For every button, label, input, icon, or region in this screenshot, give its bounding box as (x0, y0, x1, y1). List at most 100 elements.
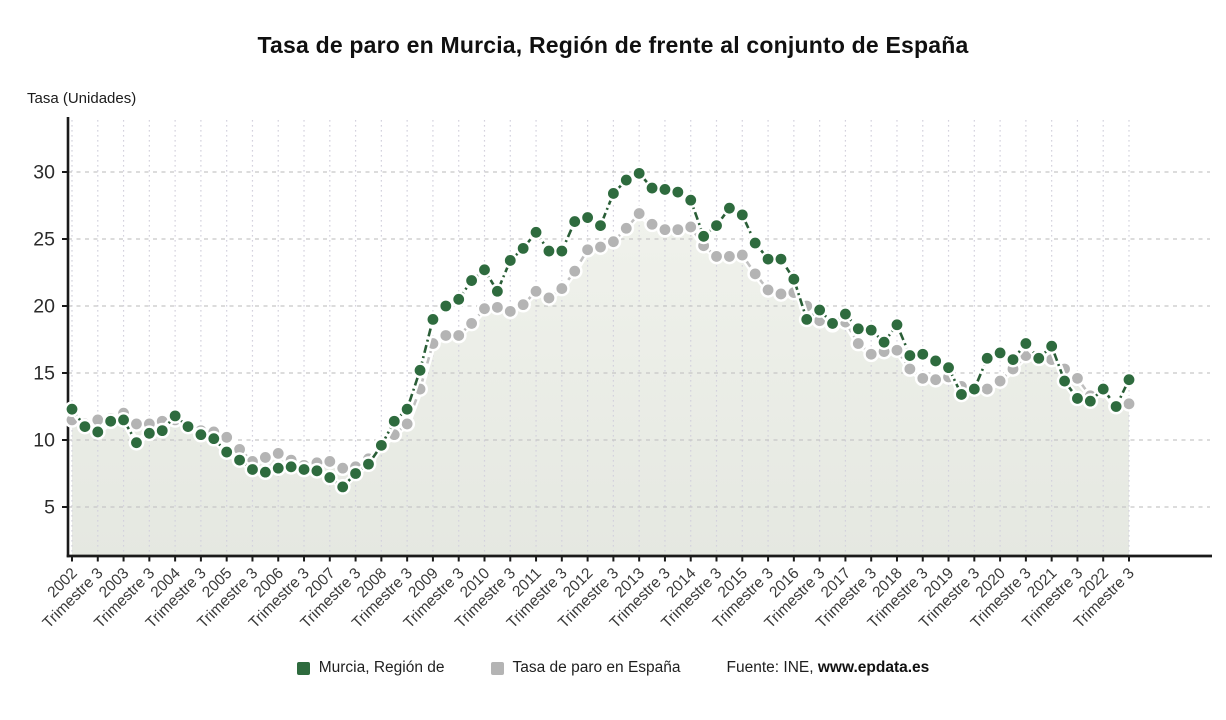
murcia-point[interactable] (466, 275, 477, 286)
espana-point[interactable] (814, 315, 826, 327)
espana-point[interactable] (272, 448, 284, 459)
murcia-point[interactable] (259, 466, 271, 478)
murcia-point[interactable] (517, 242, 529, 254)
murcia-point[interactable] (1123, 374, 1135, 386)
murcia-point[interactable] (105, 415, 117, 427)
murcia-point[interactable] (762, 253, 774, 265)
murcia-point[interactable] (66, 403, 78, 415)
murcia-point[interactable] (917, 348, 929, 360)
espana-point[interactable] (259, 452, 271, 463)
murcia-point[interactable] (569, 216, 581, 227)
murcia-point[interactable] (981, 352, 993, 364)
murcia-point[interactable] (337, 481, 349, 493)
espana-point[interactable] (569, 265, 581, 277)
murcia-point[interactable] (427, 314, 439, 325)
murcia-point[interactable] (646, 182, 658, 194)
espana-point[interactable] (453, 330, 465, 341)
espana-point[interactable] (930, 374, 942, 386)
espana-point[interactable] (981, 383, 993, 395)
espana-point[interactable] (749, 268, 761, 280)
murcia-point[interactable] (582, 212, 594, 223)
legend-item-espana[interactable]: Tasa de paro en España (490, 659, 681, 677)
espana-point[interactable] (775, 288, 787, 300)
espana-point[interactable] (491, 301, 503, 313)
murcia-point[interactable] (221, 446, 233, 458)
murcia-point[interactable] (208, 433, 220, 445)
murcia-point[interactable] (801, 314, 813, 325)
murcia-point[interactable] (943, 362, 954, 374)
murcia-point[interactable] (298, 464, 310, 475)
murcia-point[interactable] (285, 461, 297, 473)
espana-point[interactable] (659, 224, 671, 236)
espana-point[interactable] (401, 418, 413, 430)
murcia-point[interactable] (234, 454, 245, 466)
murcia-point[interactable] (956, 389, 967, 400)
espana-point[interactable] (92, 414, 104, 426)
murcia-point[interactable] (852, 323, 864, 335)
espana-point[interactable] (530, 285, 542, 297)
espana-point[interactable] (504, 305, 516, 317)
murcia-point[interactable] (401, 403, 413, 415)
murcia-point[interactable] (814, 304, 826, 316)
espana-point[interactable] (685, 221, 697, 233)
espana-point[interactable] (1020, 350, 1032, 361)
murcia-point[interactable] (479, 264, 490, 276)
murcia-point[interactable] (311, 465, 323, 477)
murcia-point[interactable] (968, 383, 980, 395)
espana-point[interactable] (556, 283, 568, 294)
murcia-point[interactable] (363, 458, 374, 470)
murcia-point[interactable] (247, 464, 258, 475)
murcia-point[interactable] (1046, 340, 1058, 352)
murcia-point[interactable] (672, 186, 684, 198)
murcia-point[interactable] (504, 255, 516, 266)
murcia-point[interactable] (169, 410, 181, 422)
espana-point[interactable] (904, 363, 916, 375)
murcia-point[interactable] (1097, 383, 1109, 395)
murcia-point[interactable] (324, 472, 336, 483)
espana-point[interactable] (221, 431, 233, 443)
espana-point[interactable] (724, 251, 735, 262)
espana-point[interactable] (633, 208, 645, 219)
murcia-point[interactable] (840, 308, 851, 320)
murcia-point[interactable] (1033, 352, 1045, 364)
murcia-point[interactable] (685, 194, 697, 206)
espana-point[interactable] (672, 224, 684, 236)
espana-point[interactable] (711, 251, 722, 262)
murcia-point[interactable] (414, 364, 426, 376)
murcia-point[interactable] (775, 253, 787, 265)
murcia-point[interactable] (388, 415, 400, 427)
espana-point[interactable] (324, 456, 336, 467)
murcia-point[interactable] (1084, 395, 1096, 407)
espana-point[interactable] (131, 418, 142, 430)
espana-point[interactable] (852, 338, 864, 349)
murcia-point[interactable] (620, 174, 632, 186)
source-link[interactable]: www.epdata.es (817, 659, 930, 676)
murcia-point[interactable] (788, 273, 800, 285)
murcia-point[interactable] (195, 429, 207, 441)
murcia-point[interactable] (749, 237, 761, 249)
murcia-point[interactable] (878, 336, 890, 348)
murcia-point[interactable] (440, 300, 452, 312)
espana-point[interactable] (582, 244, 594, 256)
murcia-point[interactable] (453, 293, 465, 305)
espana-point[interactable] (865, 348, 877, 360)
murcia-point[interactable] (131, 437, 142, 449)
legend-item-murcia[interactable]: Murcia, Región de (296, 659, 445, 677)
espana-point[interactable] (1072, 372, 1083, 384)
espana-point[interactable] (595, 241, 606, 253)
espana-point[interactable] (994, 375, 1006, 387)
murcia-point[interactable] (491, 285, 503, 297)
murcia-point[interactable] (633, 167, 645, 179)
espana-point[interactable] (440, 330, 452, 341)
murcia-point[interactable] (724, 202, 735, 214)
murcia-point[interactable] (904, 350, 916, 361)
murcia-point[interactable] (607, 188, 619, 199)
murcia-point[interactable] (1020, 338, 1032, 349)
murcia-point[interactable] (994, 347, 1006, 359)
espana-point[interactable] (620, 222, 632, 234)
murcia-point[interactable] (711, 220, 722, 232)
espana-point[interactable] (646, 218, 658, 230)
murcia-point[interactable] (1007, 354, 1019, 365)
murcia-point[interactable] (659, 184, 671, 195)
murcia-point[interactable] (595, 220, 606, 232)
